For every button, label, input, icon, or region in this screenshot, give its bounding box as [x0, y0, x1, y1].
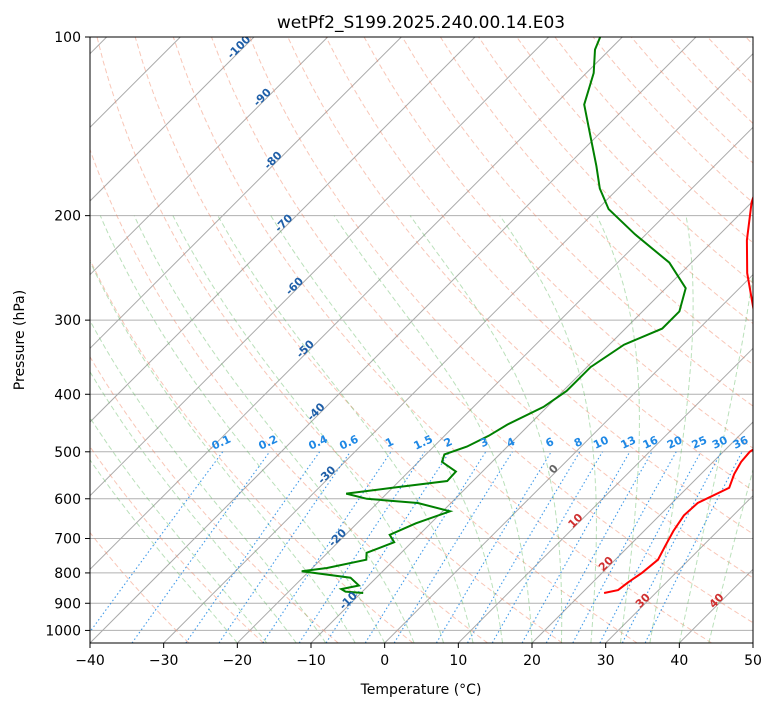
y-tick-label: 600 — [54, 492, 81, 508]
y-axis-label: Pressure (hPa) — [12, 290, 28, 390]
x-tick-label: 40 — [670, 653, 688, 669]
x-tick-label: 0 — [380, 653, 389, 669]
x-tick-label: 30 — [597, 653, 615, 669]
y-tick-label: 100 — [54, 30, 81, 46]
y-tick-label: 200 — [54, 209, 81, 225]
x-axis-label: Temperature (°C) — [360, 682, 482, 698]
chart-title: wetPf2_S199.2025.240.00.14.E03 — [277, 13, 565, 33]
y-tick-label: 700 — [54, 532, 81, 548]
x-tick-label: −40 — [75, 653, 105, 669]
y-tick-label: 900 — [54, 596, 81, 612]
y-tick-label: 300 — [54, 313, 81, 329]
y-tick-label: 1000 — [45, 623, 81, 639]
x-tick-label: 20 — [523, 653, 541, 669]
x-tick-label: −10 — [296, 653, 326, 669]
y-tick-label: 400 — [54, 387, 81, 403]
y-tick-label: 500 — [54, 445, 81, 461]
x-tick-label: 10 — [449, 653, 467, 669]
x-tick-label: −30 — [149, 653, 179, 669]
x-tick-label: 50 — [744, 653, 762, 669]
y-tick-label: 800 — [54, 566, 81, 582]
x-tick-label: −20 — [223, 653, 253, 669]
